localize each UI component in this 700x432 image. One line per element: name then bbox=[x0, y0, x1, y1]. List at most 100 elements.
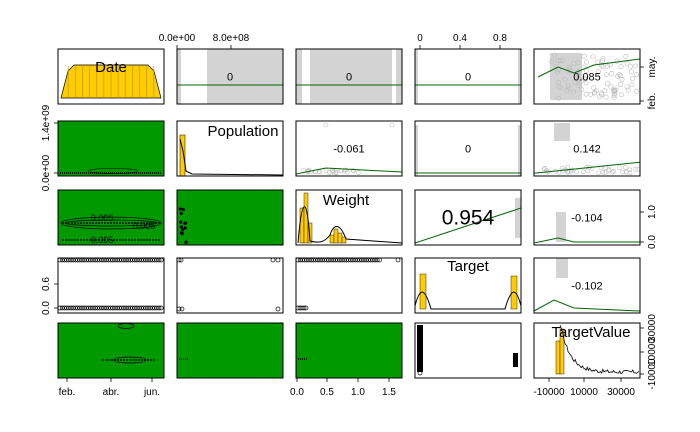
correlation-label: 0.142 bbox=[573, 144, 601, 156]
histogram-bar bbox=[333, 228, 339, 244]
data-point bbox=[112, 305, 118, 311]
top-axis-tick-label: 0.8 bbox=[493, 33, 507, 44]
data-point bbox=[132, 305, 138, 311]
data-points-column bbox=[513, 353, 518, 367]
panel-border bbox=[57, 120, 165, 177]
data-point bbox=[139, 305, 144, 311]
data-point bbox=[549, 59, 555, 65]
contour-label: 0.005 bbox=[91, 235, 114, 245]
bottom-axis-tick-label: jun. bbox=[143, 387, 160, 398]
data-point bbox=[117, 258, 122, 263]
data-point bbox=[618, 73, 624, 79]
panel-date-date: Date bbox=[60, 59, 162, 99]
data-point bbox=[579, 87, 585, 93]
data-point bbox=[315, 258, 321, 263]
data-point bbox=[270, 258, 276, 263]
data-point bbox=[156, 305, 162, 311]
variable-label-target: Target bbox=[447, 258, 490, 275]
data-point bbox=[296, 258, 301, 263]
data-point bbox=[114, 258, 120, 263]
data-point bbox=[132, 258, 138, 263]
data-point bbox=[350, 258, 356, 263]
data-point bbox=[301, 305, 307, 311]
panel-border bbox=[414, 189, 522, 246]
data-point bbox=[557, 58, 563, 64]
data-point bbox=[59, 305, 65, 311]
density-line bbox=[179, 138, 283, 176]
data-point bbox=[627, 63, 633, 69]
smoother-line bbox=[534, 237, 640, 244]
data-point bbox=[323, 168, 329, 173]
panel-border bbox=[295, 189, 403, 246]
data-point bbox=[125, 305, 131, 311]
data-point bbox=[106, 305, 111, 311]
data-point bbox=[179, 220, 183, 224]
data-point bbox=[623, 54, 629, 60]
panel-weight-weight: Weight bbox=[297, 192, 402, 244]
data-point bbox=[275, 306, 281, 312]
data-point bbox=[117, 305, 122, 311]
data-point bbox=[324, 258, 329, 263]
data-point bbox=[359, 258, 365, 263]
data-point bbox=[143, 305, 149, 311]
data-point bbox=[337, 258, 343, 263]
data-point bbox=[156, 258, 162, 263]
data-point bbox=[333, 170, 339, 176]
data-point bbox=[313, 258, 318, 263]
data-point bbox=[610, 169, 615, 175]
data-point bbox=[58, 258, 63, 263]
data-point bbox=[77, 305, 83, 311]
correlation-label: 0 bbox=[465, 72, 471, 84]
panel-border bbox=[295, 120, 403, 177]
data-point bbox=[328, 258, 334, 263]
correlation-label: -0.102 bbox=[571, 281, 602, 293]
data-point bbox=[339, 258, 345, 263]
data-point bbox=[633, 72, 639, 78]
band bbox=[554, 123, 570, 141]
data-point bbox=[554, 69, 560, 75]
data-point bbox=[123, 305, 129, 311]
data-point bbox=[64, 305, 69, 311]
correlation-label: 0.954 bbox=[442, 207, 495, 230]
data-point bbox=[542, 165, 547, 171]
data-point bbox=[108, 305, 113, 311]
band bbox=[518, 125, 521, 176]
panel-target-weight bbox=[296, 258, 401, 311]
data-point bbox=[86, 258, 91, 263]
data-point bbox=[68, 305, 74, 311]
top-axis-tick-label: 0 bbox=[417, 33, 423, 44]
band bbox=[310, 49, 392, 104]
data-point bbox=[614, 58, 620, 64]
data-point bbox=[330, 258, 336, 263]
data-point bbox=[629, 82, 635, 88]
data-point bbox=[66, 258, 72, 263]
panel-border bbox=[533, 257, 641, 314]
histogram-bar bbox=[179, 134, 186, 176]
data-point bbox=[68, 258, 74, 263]
panel-weight-target bbox=[415, 198, 521, 244]
data-point bbox=[555, 58, 561, 64]
data-point bbox=[595, 59, 601, 65]
data-point bbox=[147, 305, 153, 311]
data-point bbox=[110, 305, 116, 311]
data-point bbox=[556, 84, 562, 90]
data-point bbox=[123, 258, 129, 263]
data-point bbox=[103, 258, 109, 263]
data-point bbox=[617, 165, 622, 170]
data-point bbox=[139, 258, 144, 263]
data-point bbox=[86, 305, 91, 311]
data-point bbox=[591, 90, 597, 96]
panel-weight-date bbox=[58, 190, 164, 245]
data-point bbox=[147, 258, 153, 263]
data-point bbox=[565, 170, 571, 175]
data-point bbox=[119, 258, 124, 263]
density-fill bbox=[296, 323, 402, 378]
data-point bbox=[374, 258, 380, 263]
data-point bbox=[333, 258, 338, 263]
data-point bbox=[600, 64, 606, 70]
data-point bbox=[565, 82, 571, 88]
panel-border bbox=[414, 257, 522, 314]
data-point bbox=[361, 258, 367, 263]
bottom-axis-tick-label: 30000 bbox=[607, 387, 635, 398]
data-point bbox=[618, 64, 624, 70]
